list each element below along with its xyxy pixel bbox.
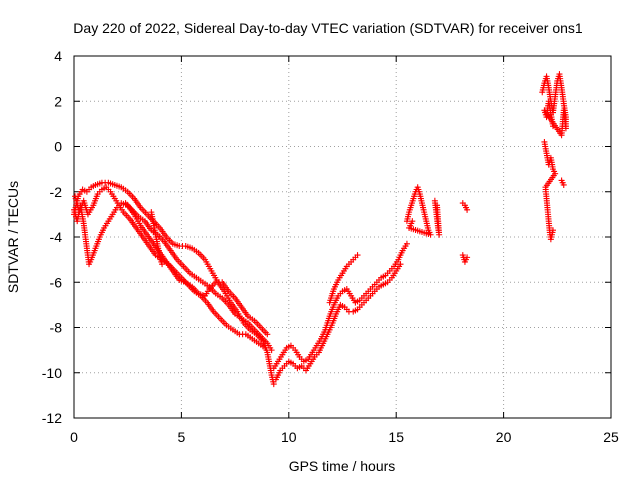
y-axis-label: SDTVAR / TECUs xyxy=(5,181,21,293)
y-tick-label: -2 xyxy=(50,184,63,200)
data-point xyxy=(155,247,162,254)
data-point xyxy=(550,123,557,130)
chart-title: Day 220 of 2022, Sidereal Day-to-day VTE… xyxy=(73,20,583,36)
data-point xyxy=(264,331,271,338)
data-point xyxy=(354,252,361,259)
series-track-h xyxy=(326,252,361,306)
series-track-j xyxy=(431,197,443,238)
x-tick-label: 5 xyxy=(178,429,186,445)
x-tick-label: 0 xyxy=(70,429,78,445)
series-track-g xyxy=(272,261,404,383)
y-tick-label: -12 xyxy=(42,410,62,426)
x-tick-label: 10 xyxy=(281,429,297,445)
y-tick-label: -10 xyxy=(42,365,62,381)
series-track-i xyxy=(403,184,434,238)
series-track-m xyxy=(541,138,567,243)
y-tick-label: -4 xyxy=(50,229,63,245)
data-point xyxy=(560,181,567,188)
series-track-c xyxy=(72,184,269,351)
x-axis-label: GPS time / hours xyxy=(289,458,396,474)
data-point xyxy=(550,227,557,234)
axis-ticks: 0 5 10 15 20 25 -12 -10 -8 -6 -4 -2 0 2 4 xyxy=(42,48,619,445)
data-point xyxy=(434,202,441,209)
y-tick-label: 4 xyxy=(54,48,62,64)
data-point xyxy=(270,381,277,388)
data-point xyxy=(464,206,471,213)
series-track-e xyxy=(148,209,166,268)
y-tick-label: 2 xyxy=(54,93,62,109)
data-point xyxy=(397,261,404,268)
y-tick-label: -6 xyxy=(50,274,63,290)
x-tick-label: 15 xyxy=(388,429,404,445)
data-point xyxy=(403,240,410,247)
data-point xyxy=(262,344,269,351)
data-point xyxy=(268,347,275,354)
grid-lines xyxy=(74,56,611,418)
data-point xyxy=(464,254,471,261)
data-marks xyxy=(71,71,569,388)
y-tick-label: -8 xyxy=(50,320,63,336)
data-point xyxy=(409,218,416,225)
y-tick-label: 0 xyxy=(54,139,62,155)
series-track-a xyxy=(71,179,277,388)
series-track-d xyxy=(122,200,275,354)
x-tick-label: 20 xyxy=(496,429,512,445)
series-track-k xyxy=(459,200,471,265)
series-track-l xyxy=(539,71,569,139)
x-tick-label: 25 xyxy=(603,429,619,445)
